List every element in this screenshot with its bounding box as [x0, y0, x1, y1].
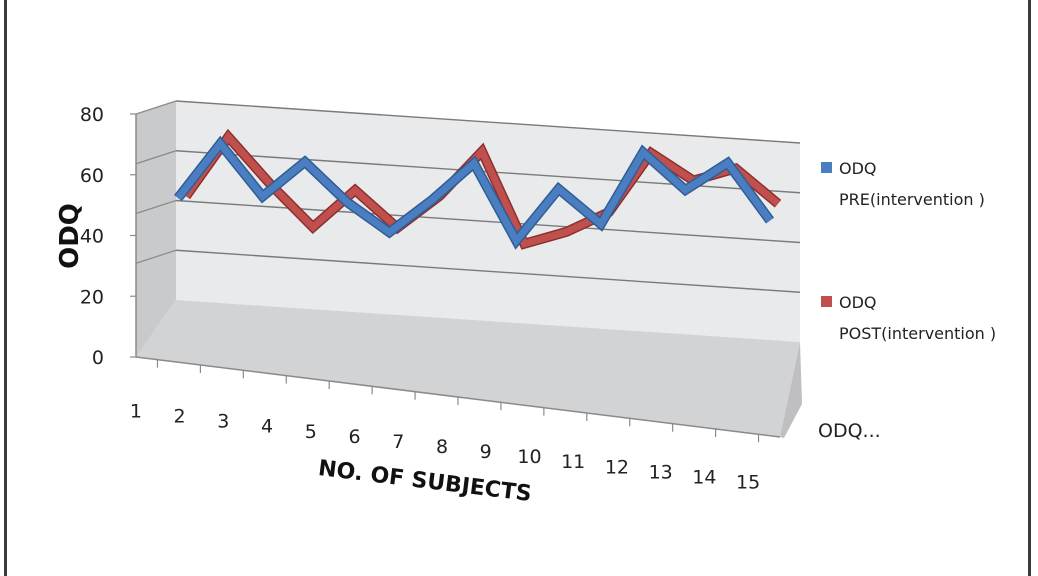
x-axis-title: NO. OF SUBJECTS: [317, 456, 533, 507]
floor: [136, 300, 800, 437]
x-tick-label: 13: [649, 461, 673, 483]
legend: ODQ PRE(intervention ) ODQ POST(interven…: [821, 159, 996, 343]
y-axis-title: ODQ: [55, 203, 85, 269]
x-tick-label: 14: [692, 466, 716, 488]
x-tick-label: 6: [348, 426, 360, 448]
legend-label-post-line2: POST(intervention ): [839, 324, 996, 343]
gridline-side: [135, 199, 177, 215]
y-ticks: 0 20 40 60 80: [80, 104, 136, 369]
gridline: [175, 199, 801, 244]
x-tick-label: 10: [517, 446, 541, 468]
gridline-side: [135, 150, 177, 165]
series-layer: [174, 128, 782, 250]
x-tick-label: 2: [174, 406, 186, 428]
x-tick-label: 9: [480, 441, 492, 463]
gridline-side: [135, 100, 177, 115]
x-tick-label: 8: [436, 436, 448, 458]
gridline: [175, 249, 801, 293]
chart-frame: [4, 0, 1031, 576]
legend-swatch-post: [821, 296, 832, 307]
floor-right-edge: [780, 342, 802, 438]
x-tick-label: 3: [217, 411, 229, 433]
x-tick-label: 5: [305, 421, 317, 443]
y-tick-label: 60: [80, 165, 104, 187]
gridline: [175, 100, 801, 144]
x-ticks: 1 2 3 4 5 6 7 8 9 10 11 12 13 14 15: [130, 359, 760, 493]
x-tick-label: 12: [605, 456, 629, 478]
y-tick-label: 80: [80, 104, 104, 126]
legend-label-post-line1: ODQ: [839, 293, 877, 312]
x-tick-label: 11: [561, 451, 585, 473]
legend-swatch-pre: [821, 162, 832, 173]
y-tick-label: 40: [80, 226, 104, 248]
x-tick-label: 7: [392, 431, 404, 453]
y-tick-label: 0: [92, 347, 104, 369]
y-tick-label: 20: [80, 286, 104, 308]
x-tick-label: 1: [130, 401, 142, 423]
side-wall: [136, 101, 176, 357]
depth-axis-label: ODQ...: [818, 420, 881, 442]
legend-label-pre-line1: ODQ: [839, 159, 877, 178]
x-tick-label: 4: [261, 416, 273, 438]
x-tick-label: 15: [736, 471, 760, 493]
gridline-side: [135, 249, 177, 264]
legend-label-pre-line2: PRE(intervention ): [839, 190, 985, 209]
